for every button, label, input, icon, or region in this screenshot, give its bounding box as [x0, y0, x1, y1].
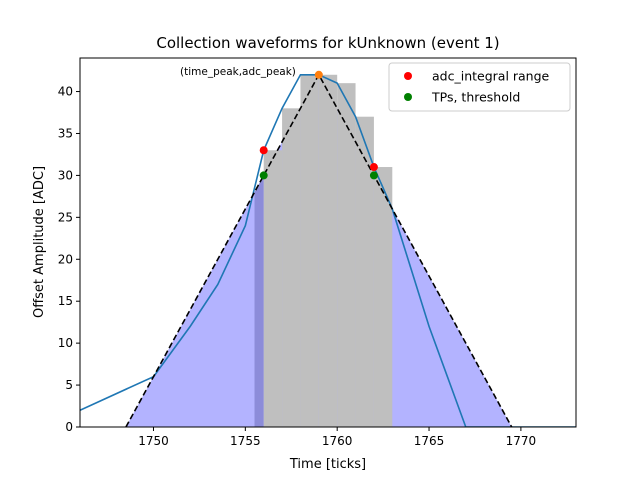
y-tick-label: 25 [58, 210, 73, 224]
legend-box [388, 62, 571, 112]
y-tick-label: 20 [58, 252, 73, 266]
y-tick-label: 15 [58, 294, 73, 308]
x-tick-label: 1750 [138, 434, 169, 448]
peak-point [314, 70, 323, 79]
y-tick-label: 0 [65, 420, 73, 434]
legend-marker [404, 93, 412, 101]
y-tick-label: 10 [58, 336, 73, 350]
tp-threshold-point [369, 171, 378, 180]
integral-bar [373, 167, 393, 427]
chart-title: Collection waveforms for kUnknown (event… [156, 34, 499, 52]
legend-marker [404, 72, 412, 80]
adc-integral-point [259, 146, 268, 155]
axes-frame [79, 57, 577, 428]
integral-bar [263, 150, 283, 427]
x-axis-label: Time [ticks] [289, 457, 366, 472]
legend: adc_integral range TPs, threshold [388, 62, 571, 112]
y-tick-label: 30 [58, 168, 73, 182]
integral-bar [337, 83, 356, 427]
integral-bar [300, 74, 319, 427]
peak-annotation: (time_peak,adc_peak) [180, 66, 296, 78]
plot-content [80, 73, 576, 427]
x-tick-label: 1755 [230, 434, 261, 448]
legend-label: TPs, threshold [431, 90, 520, 105]
axes: 1750 1755 1760 1765 1770 0 5 10 15 20 25 30 35 40 [58, 57, 577, 448]
y-tick-label: 40 [58, 85, 73, 99]
plot-area [80, 70, 576, 427]
tp-threshold-point [259, 171, 268, 180]
adc-integral-point [369, 163, 378, 172]
integral-bar [318, 74, 338, 427]
x-tick-label: 1770 [506, 434, 537, 448]
x-tick-label: 1765 [414, 434, 445, 448]
y-axis-label: Offset Amplitude [ADC] [32, 166, 47, 318]
y-tick-label: 5 [65, 378, 73, 392]
integral-bar [282, 108, 301, 427]
integral-bar [355, 116, 374, 427]
legend-label: adc_integral range [432, 69, 550, 84]
threshold-edge-strip [254, 175, 264, 427]
y-tick-label: 35 [58, 126, 73, 140]
x-tick-label: 1760 [322, 434, 353, 448]
